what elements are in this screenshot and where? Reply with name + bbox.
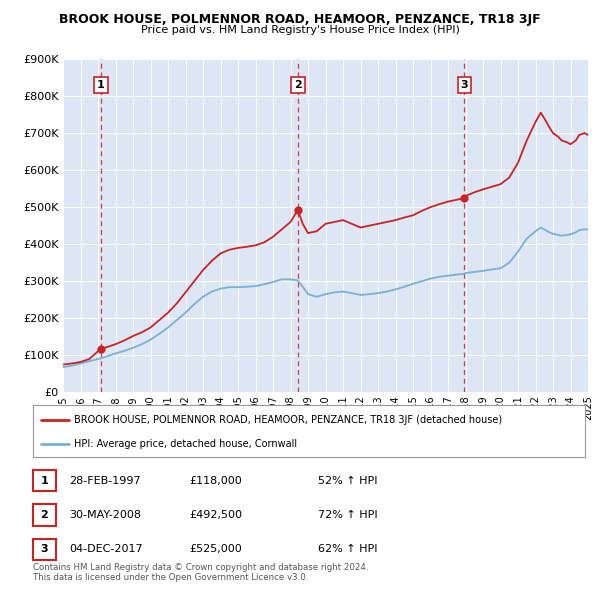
Text: 30-MAY-2008: 30-MAY-2008 — [69, 510, 141, 520]
Text: 3: 3 — [41, 545, 48, 554]
Text: £118,000: £118,000 — [189, 476, 242, 486]
Point — [459, 193, 469, 202]
Text: 2: 2 — [294, 80, 302, 90]
Text: 62% ↑ HPI: 62% ↑ HPI — [318, 545, 377, 554]
Text: BROOK HOUSE, POLMENNOR ROAD, HEAMOOR, PENZANCE, TR18 3JF: BROOK HOUSE, POLMENNOR ROAD, HEAMOOR, PE… — [59, 13, 541, 26]
Text: 1: 1 — [97, 80, 105, 90]
Text: BROOK HOUSE, POLMENNOR ROAD, HEAMOOR, PENZANCE, TR18 3JF (detached house): BROOK HOUSE, POLMENNOR ROAD, HEAMOOR, PE… — [74, 415, 503, 425]
Text: 2: 2 — [41, 510, 48, 520]
Text: HPI: Average price, detached house, Cornwall: HPI: Average price, detached house, Corn… — [74, 440, 298, 449]
Text: 04-DEC-2017: 04-DEC-2017 — [69, 545, 143, 554]
Text: Price paid vs. HM Land Registry's House Price Index (HPI): Price paid vs. HM Land Registry's House … — [140, 25, 460, 35]
Text: Contains HM Land Registry data © Crown copyright and database right 2024.: Contains HM Land Registry data © Crown c… — [33, 563, 368, 572]
Text: £525,000: £525,000 — [189, 545, 242, 554]
Text: 52% ↑ HPI: 52% ↑ HPI — [318, 476, 377, 486]
Text: This data is licensed under the Open Government Licence v3.0.: This data is licensed under the Open Gov… — [33, 573, 308, 582]
Text: 3: 3 — [460, 80, 468, 90]
Point — [96, 344, 106, 353]
Text: 1: 1 — [41, 476, 48, 486]
Point — [293, 205, 302, 215]
Text: £492,500: £492,500 — [189, 510, 242, 520]
Text: 28-FEB-1997: 28-FEB-1997 — [69, 476, 140, 486]
Text: 72% ↑ HPI: 72% ↑ HPI — [318, 510, 377, 520]
